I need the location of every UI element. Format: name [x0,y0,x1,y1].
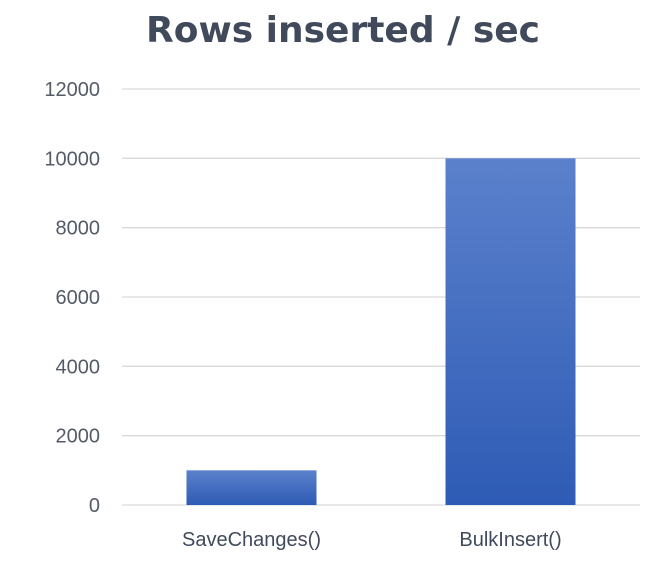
y-tick-label: 12000 [44,79,100,101]
bar-savechanges [186,470,317,505]
bars [186,158,576,506]
x-axis-categories: SaveChanges() BulkInsert() [182,529,562,551]
x-category-label: BulkInsert() [459,529,561,551]
y-tick-label: 8000 [56,218,101,240]
y-tick-label: 10000 [44,148,100,170]
chart-title: Rows inserted / sec [145,10,541,51]
y-tick-label: 2000 [56,426,101,448]
y-tick-label: 0 [89,495,100,517]
y-tick-label: 6000 [56,287,101,309]
x-category-label: SaveChanges() [182,529,321,551]
bar-bulkinsert [445,158,576,506]
y-axis-ticks: 0 2000 4000 6000 8000 10000 12000 [44,79,100,517]
y-tick-label: 4000 [56,356,101,378]
